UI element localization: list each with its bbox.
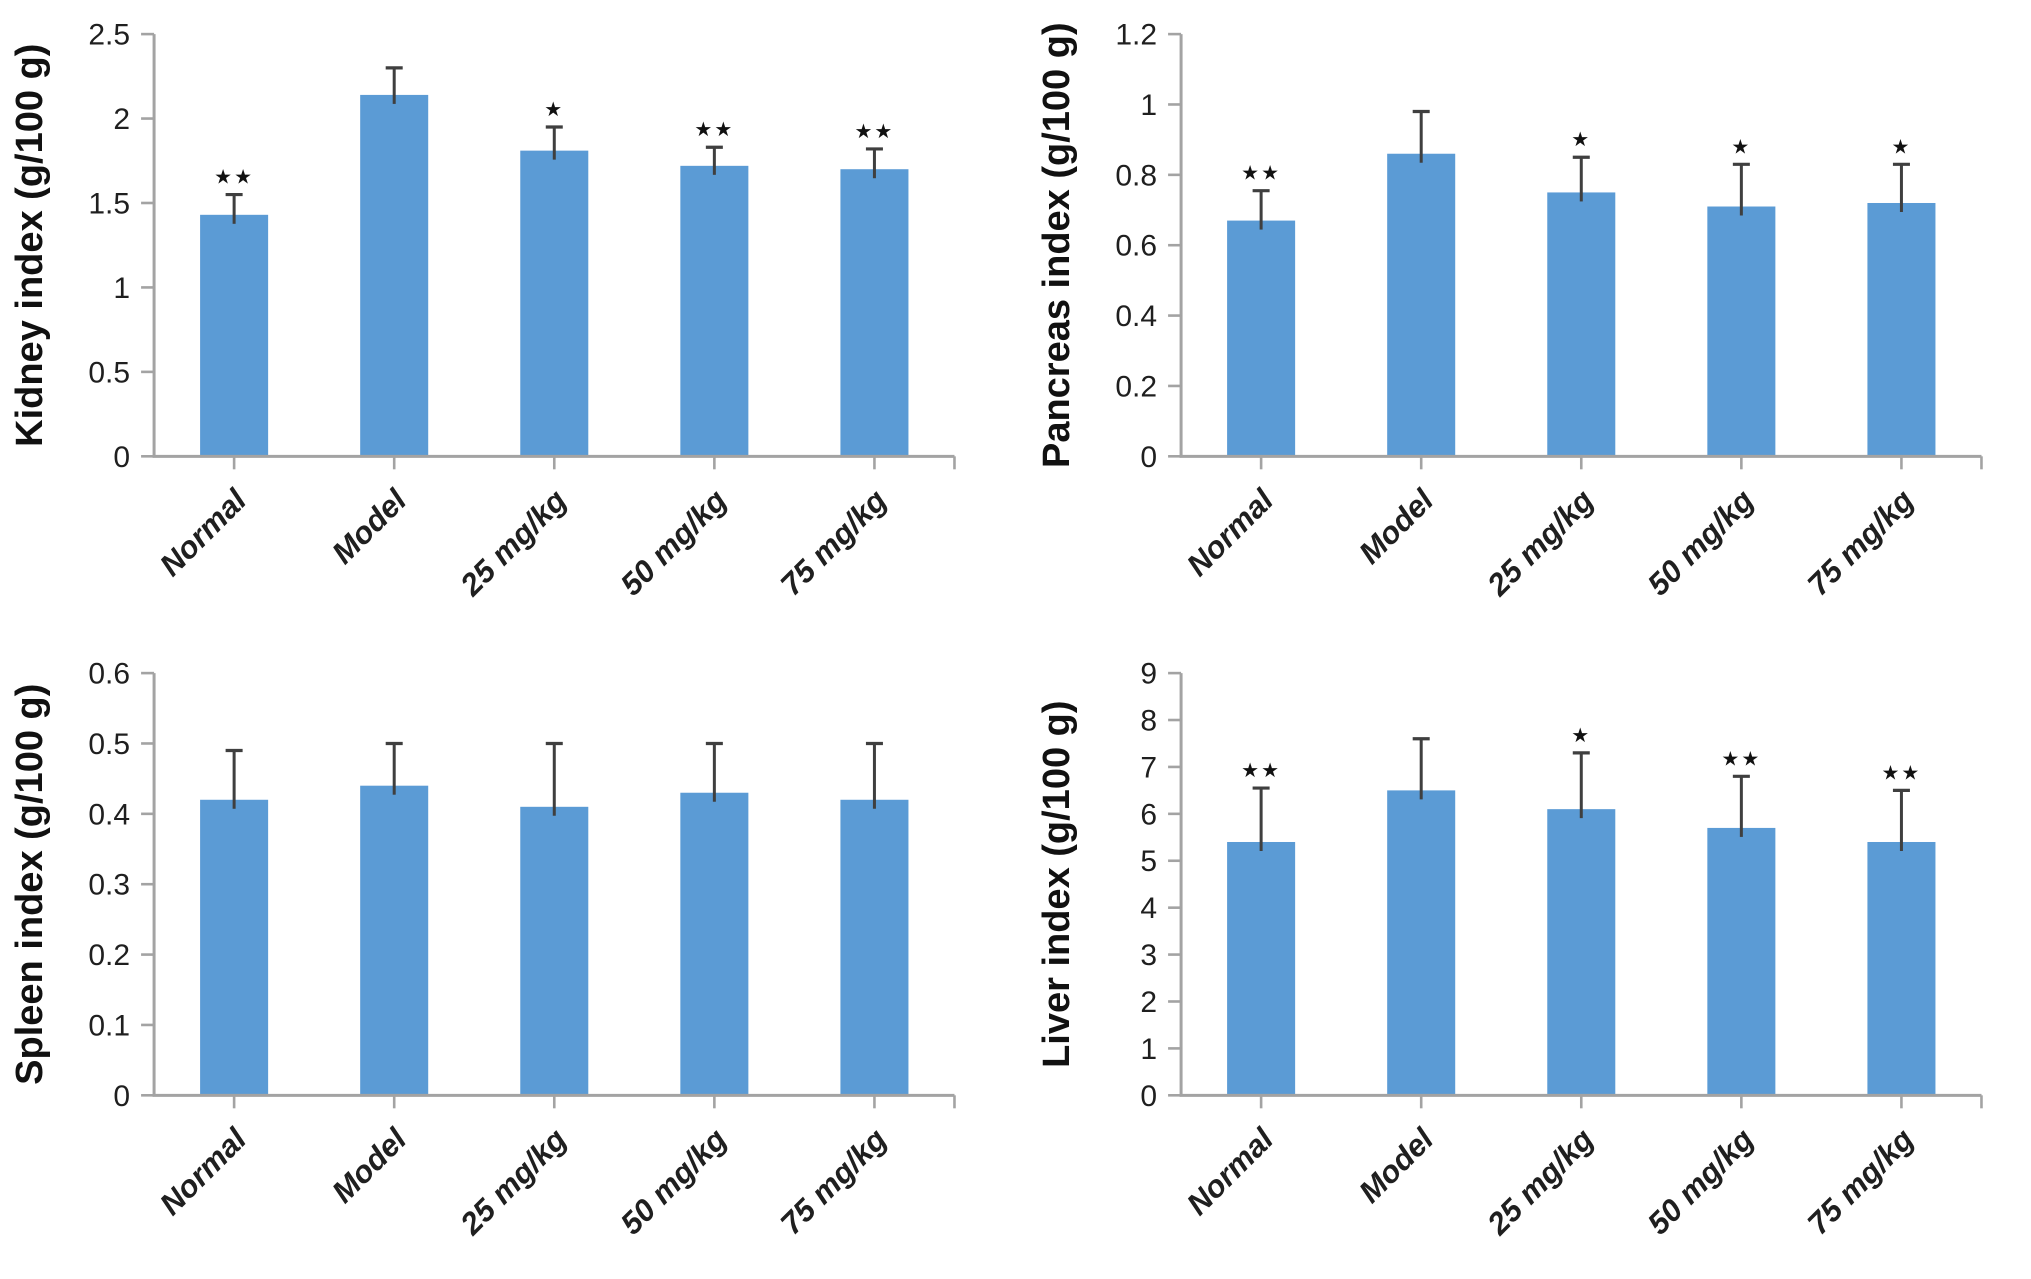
- y-tick-label: 0.4: [1115, 300, 1157, 333]
- y-tick-label: 1: [1140, 89, 1157, 122]
- bar-model: [1386, 789, 1455, 1095]
- y-tick-label: 8: [1140, 704, 1157, 737]
- y-tick-label: 0.3: [88, 868, 130, 901]
- bar-normal: [200, 214, 269, 457]
- y-tick-label: 0.1: [88, 1009, 130, 1042]
- y-tick-label: 0.8: [1115, 159, 1157, 192]
- x-category-label: Model: [325, 482, 414, 571]
- x-category-label: Model: [1352, 1120, 1441, 1209]
- y-tick-label: 0.4: [88, 798, 130, 831]
- liver-index-chart: ★★ ★ ★★ ★★ 0 1 2 3 4 5 6 7 8 9 Normal Model 25 mg/kg 50 m…: [1029, 643, 2030, 1276]
- bar-25-mg-kg: [1546, 808, 1615, 1095]
- y-tick-label: 0.2: [1115, 370, 1157, 403]
- bar-chart-svg: 0 0.1 0.2 0.3 0.4 0.5 0.6 Normal Model 25 mg/kg 50…: [9, 657, 956, 1242]
- y-tick-label: 0.6: [88, 657, 130, 690]
- x-category-label: Normal: [153, 482, 254, 583]
- y-tick-label: 0.5: [88, 356, 130, 389]
- x-category-label: 50 mg/kg: [1640, 1121, 1760, 1241]
- y-tick-label: 7: [1140, 751, 1157, 784]
- bar-75-mg-kg: [840, 169, 909, 457]
- y-tick-label: 0: [1140, 441, 1157, 474]
- significance-marker: ★: [1731, 134, 1751, 158]
- x-category-label: 75 mg/kg: [1800, 1121, 1920, 1241]
- y-tick-label: 2: [1140, 985, 1157, 1018]
- significance-marker: ★: [1891, 134, 1911, 158]
- x-category-label: 50 mg/kg: [1640, 483, 1760, 603]
- x-category-label: 75 mg/kg: [774, 483, 894, 603]
- x-category-label: 50 mg/kg: [614, 1121, 734, 1241]
- y-tick-label: 0: [113, 441, 130, 474]
- y-tick-label: 4: [1140, 892, 1157, 925]
- bar-model: [360, 785, 429, 1095]
- y-tick-label: 0: [1140, 1079, 1157, 1112]
- x-category-label: Model: [1352, 482, 1441, 571]
- pancreas-index-chart: ★★ ★ ★ ★ 0 0.2 0.4 0.6 0.8 1 1.2 Normal Model 25 mg/k…: [1029, 4, 2030, 637]
- y-tick-label: 0.6: [1115, 230, 1157, 263]
- x-category-label: 25 mg/kg: [453, 1121, 574, 1242]
- spleen-index-chart: 0 0.1 0.2 0.3 0.4 0.5 0.6 Normal Model 25 mg/kg 50…: [2, 643, 1003, 1276]
- y-tick-label: 1.2: [1115, 19, 1157, 52]
- y-axis-title: Liver index (g/100 g): [1036, 700, 1078, 1067]
- y-tick-label: 0.5: [88, 727, 130, 760]
- bar-model: [1386, 153, 1455, 457]
- y-tick-label: 1: [113, 272, 130, 305]
- significance-marker: ★: [1571, 722, 1591, 746]
- y-tick-label: 0: [113, 1079, 130, 1112]
- x-category-label: 25 mg/kg: [1479, 483, 1600, 604]
- y-tick-label: 1: [1140, 1032, 1157, 1065]
- x-category-label: Model: [325, 1120, 414, 1209]
- y-tick-label: 0.2: [88, 939, 130, 972]
- y-tick-label: 2: [113, 103, 130, 136]
- x-category-label: Normal: [1179, 1120, 1280, 1221]
- bar-50-mg-kg: [680, 165, 749, 457]
- bar-50-mg-kg: [680, 792, 749, 1095]
- bar-model: [360, 94, 429, 457]
- significance-marker: ★: [544, 97, 564, 121]
- significance-marker: ★★: [1721, 746, 1761, 770]
- bar-25-mg-kg: [520, 150, 589, 457]
- bar-25-mg-kg: [520, 806, 589, 1095]
- bar-25-mg-kg: [1546, 192, 1615, 457]
- y-tick-label: 9: [1140, 657, 1157, 690]
- bar-50-mg-kg: [1706, 827, 1775, 1095]
- x-category-label: Normal: [1179, 482, 1280, 583]
- y-tick-label: 2.5: [88, 19, 130, 52]
- y-axis-title: Kidney index (g/100 g): [9, 44, 51, 447]
- y-tick-label: 1.5: [88, 187, 130, 220]
- x-category-label: 75 mg/kg: [1800, 483, 1920, 603]
- bar-75-mg-kg: [840, 799, 909, 1095]
- bar-75-mg-kg: [1866, 841, 1935, 1095]
- bar-normal: [1226, 841, 1295, 1095]
- bar-normal: [1226, 220, 1295, 457]
- x-category-label: 25 mg/kg: [453, 483, 574, 604]
- bar-50-mg-kg: [1706, 206, 1775, 457]
- x-category-label: Normal: [153, 1120, 254, 1221]
- y-tick-label: 3: [1140, 939, 1157, 972]
- x-category-label: 75 mg/kg: [774, 1121, 894, 1241]
- y-tick-label: 6: [1140, 798, 1157, 831]
- significance-marker: ★★: [854, 119, 894, 143]
- significance-marker: ★: [1571, 127, 1591, 151]
- bar-75-mg-kg: [1866, 202, 1935, 457]
- significance-marker: ★★: [1881, 760, 1921, 784]
- significance-marker: ★★: [214, 165, 254, 189]
- significance-marker: ★★: [1241, 758, 1281, 782]
- y-axis-title: Spleen index (g/100 g): [9, 683, 51, 1084]
- significance-marker: ★★: [694, 117, 734, 141]
- kidney-index-chart: ★★ ★ ★★ ★★ 0 0.5 1 1.5 2 2.5 Normal Model 25 mg/kg 50…: [2, 4, 1003, 637]
- x-category-label: 25 mg/kg: [1479, 1121, 1600, 1242]
- y-axis-title: Pancreas index (g/100 g): [1036, 22, 1078, 468]
- x-category-label: 50 mg/kg: [614, 483, 734, 603]
- bar-normal: [200, 799, 269, 1095]
- y-tick-label: 5: [1140, 845, 1157, 878]
- significance-marker: ★★: [1241, 161, 1281, 185]
